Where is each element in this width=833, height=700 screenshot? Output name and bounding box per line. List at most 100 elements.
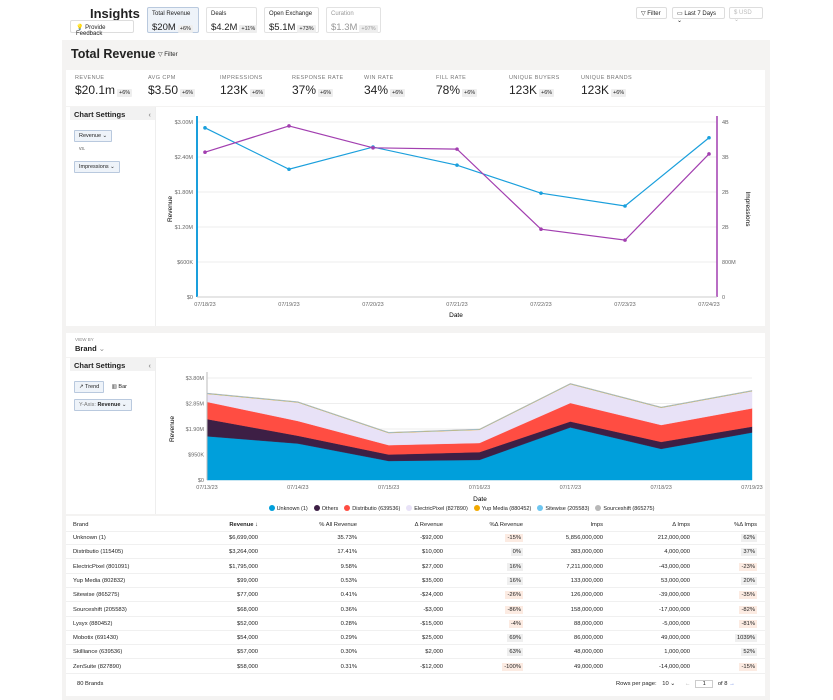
data-point[interactable] xyxy=(539,191,543,195)
prev-page-icon[interactable]: ← xyxy=(684,681,691,687)
cell-value: $77,000 xyxy=(237,592,258,599)
kpi-value: 34% xyxy=(364,83,389,97)
provide-feedback-button[interactable]: 💡 Provide Feedback xyxy=(70,20,134,37)
bar-chart-icon: ▥ xyxy=(111,384,117,390)
data-point[interactable] xyxy=(287,167,291,172)
kpi-value: 123K xyxy=(509,83,538,97)
table-cell: -81% xyxy=(739,619,757,628)
table-row[interactable]: Skilliance (639536) $57,000 0.30% $2,000 63%… xyxy=(66,645,765,660)
y2-tick-label: 0 xyxy=(722,295,725,301)
column-header[interactable]: Imps xyxy=(590,522,603,528)
bar-toggle[interactable]: ▥ Bar xyxy=(112,384,127,390)
y-tick-label: $2.40M xyxy=(175,155,194,161)
data-point[interactable] xyxy=(203,150,207,154)
y2-tick-label: 2B xyxy=(722,225,729,231)
column-header[interactable]: %Δ Revenue xyxy=(489,522,523,528)
table-cell: -$24,000 xyxy=(420,592,443,598)
table-row[interactable]: Unknown (1) $6,699,000 35.73% -$92,000 -15% 5… xyxy=(66,531,765,545)
header-filter-button[interactable]: ▽ Filter xyxy=(636,7,667,19)
table-cell: Lysyx (880452) xyxy=(73,621,112,627)
data-point[interactable] xyxy=(287,124,291,128)
column-header[interactable]: Δ Imps xyxy=(672,522,690,528)
table-cell: -14,000,000 xyxy=(659,664,690,670)
cell-value: 383,000,000 xyxy=(570,549,603,556)
column-header[interactable]: Brand xyxy=(73,522,88,528)
cell-value: $6,699,000 xyxy=(228,535,258,541)
legend-swatch-icon xyxy=(313,505,320,511)
cell-value: ZenSuite (827890) xyxy=(73,663,122,670)
data-point[interactable] xyxy=(623,238,627,242)
table-row[interactable]: Yup Media (802832) $99,000 0.53% $35,000 16%… xyxy=(66,574,765,588)
legend-item[interactable]: Unknown (1) xyxy=(268,505,308,512)
data-point[interactable] xyxy=(623,204,627,208)
legend-label: Unknown (1) xyxy=(276,506,308,512)
data-point[interactable] xyxy=(203,126,207,130)
tab-open-exchange[interactable]: Open Exchange $5.1M +73% xyxy=(264,7,319,33)
kpi-label: RESPONSE RATE xyxy=(292,75,344,81)
legend-item[interactable]: Yup Media (880452) xyxy=(473,505,531,512)
percent-badge: -81% xyxy=(739,619,757,628)
table-row[interactable]: Lysyx (880452) $52,000 0.28% -$15,000 -4% 88,… xyxy=(66,617,765,631)
legend-item[interactable]: Distributio (639536) xyxy=(344,505,400,512)
kpi-delta: +6% xyxy=(390,89,406,97)
tab-deals[interactable]: Deals $4.2M +11% xyxy=(206,7,258,33)
column-header[interactable]: Δ Revenue xyxy=(415,522,443,528)
currency-select[interactable]: $ USD ⌄ xyxy=(729,7,763,23)
page-input[interactable]: 1 xyxy=(695,680,714,688)
data-point[interactable] xyxy=(455,163,459,167)
y2-tick-label: 4B xyxy=(722,120,729,126)
data-point[interactable] xyxy=(455,147,459,151)
rows-per-page-select[interactable]: 10 ⌄ xyxy=(662,681,676,687)
tab-value: $20M xyxy=(152,22,176,33)
collapse-icon[interactable]: ‹ xyxy=(148,361,152,370)
table-cell: 0.41% xyxy=(341,592,357,598)
table-cell: Sitewise (865275) xyxy=(73,592,119,598)
section-filter-button[interactable]: ▽ Filter xyxy=(158,51,178,58)
table-row[interactable]: ElectricPixel (801091) $1,795,000 9.58% $27… xyxy=(66,560,765,574)
tab-total-revenue[interactable]: Total Revenue $20M +6% xyxy=(147,7,199,33)
table-row[interactable]: Sitewise (865275) $77,000 0.41% -$24,000 -26… xyxy=(66,588,765,603)
data-point[interactable] xyxy=(371,146,375,150)
kpi-revenue: REVENUE $20.1m +6% xyxy=(75,75,133,99)
cell-value: -$15,000 xyxy=(420,620,443,627)
table-row[interactable]: Sourceshift (205583) $68,000 0.36% -$3,000 -… xyxy=(66,603,765,617)
date-range-select[interactable]: ▭ Last 7 Days ⌄ xyxy=(672,7,725,24)
collapse-icon[interactable]: ‹ xyxy=(148,110,152,119)
column-header[interactable]: % All Revenue xyxy=(319,522,357,528)
table-cell: 383,000,000 xyxy=(571,549,603,555)
view-by-select[interactable]: Brand ⌄ xyxy=(75,344,105,353)
next-page-icon[interactable]: → xyxy=(729,681,735,687)
data-point[interactable] xyxy=(539,227,543,231)
metric2-select[interactable]: Impressions ⌄ xyxy=(74,161,120,173)
sort-desc-icon[interactable]: ↓ xyxy=(253,522,258,528)
cell-value: -5,000,000 xyxy=(662,620,690,627)
table-cell: -5,000,000 xyxy=(662,621,690,627)
percent-badge: -26% xyxy=(505,591,523,600)
table-cell: 1,000,000 xyxy=(664,649,690,655)
percent-badge: -15% xyxy=(505,534,523,542)
tab-curation[interactable]: Curation $1.3M +97% xyxy=(326,7,381,33)
metric1-select[interactable]: Revenue ⌄ xyxy=(74,130,113,142)
legend-item[interactable]: Sourceshift (865275) xyxy=(595,505,654,512)
column-header[interactable]: %Δ Imps xyxy=(734,522,757,528)
metric1-value: Revenue xyxy=(79,133,102,139)
view-by-value: Brand xyxy=(75,344,97,353)
table-cell: -$92,000 xyxy=(420,535,443,541)
legend-item[interactable]: ElectricPixel (827890) xyxy=(406,505,468,512)
legend-item[interactable]: Sitewise (205583) xyxy=(537,505,589,512)
y-axis-select[interactable]: Y-Axis: Revenue ⌄ xyxy=(74,399,132,411)
column-header[interactable]: Revenue ↓ xyxy=(229,522,258,528)
table-cell: 88,000,000 xyxy=(574,621,603,627)
table-cell: $77,000 xyxy=(237,592,258,598)
table-cell: $54,000 xyxy=(237,635,258,641)
trend-toggle[interactable]: ↗ Trend xyxy=(74,381,105,393)
percent-badge: -82% xyxy=(739,605,757,614)
table-cell: $1,795,000 xyxy=(229,564,258,570)
legend-item[interactable]: Others xyxy=(313,505,338,512)
data-point[interactable] xyxy=(707,135,711,140)
table-row[interactable]: ZenSuite (827890) $58,000 0.31% -$12,000 -10… xyxy=(66,660,765,674)
cell-value: $2,000 xyxy=(425,649,443,656)
data-point[interactable] xyxy=(707,152,711,156)
table-row[interactable]: Distributio (115405) $3,264,000 17.41% $10,… xyxy=(66,545,765,560)
table-row[interactable]: Mobotix (691430) $54,000 0.29% $25,000 69% 86… xyxy=(66,631,765,646)
